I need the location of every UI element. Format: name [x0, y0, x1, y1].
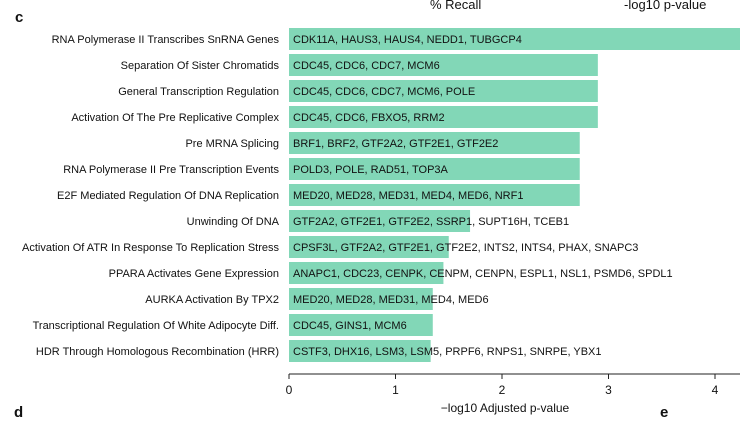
category-label: AURKA Activation By TPX2 [145, 294, 279, 306]
bar [289, 132, 580, 154]
gene-list-label: MED20, MED28, MED31, MED4, MED6, NRF1 [293, 190, 523, 202]
category-label: RNA Polymerase II Pre Transcription Even… [63, 164, 279, 176]
gene-list-label: POLD3, POLE, RAD51, TOP3A [293, 164, 449, 176]
gene-list-label: CDC45, CDC6, CDC7, MCM6 [293, 60, 440, 72]
gene-list-label: CDC45, GINS1, MCM6 [293, 320, 407, 332]
gene-list-label: BRF1, BRF2, GTF2A2, GTF2E1, GTF2E2 [293, 138, 498, 150]
bar [289, 158, 580, 180]
panel-letter-e: e [660, 404, 669, 421]
bar [289, 288, 433, 310]
gene-list-label: GTF2A2, GTF2E1, GTF2E2, SSRP1, SUPT16H, … [293, 216, 569, 228]
x-tick-label: 2 [499, 383, 506, 397]
category-label: General Transcription Regulation [118, 86, 279, 98]
bar [289, 80, 598, 102]
panel-letter-c: c [15, 9, 24, 26]
category-label: Activation Of ATR In Response To Replica… [22, 242, 279, 254]
gene-list-label: ANAPC1, CDC23, CENPK, CENPM, CENPN, ESPL… [293, 268, 673, 280]
category-label: E2F Mediated Regulation Of DNA Replicati… [57, 190, 279, 202]
x-tick-label: 3 [605, 383, 612, 397]
gene-list-label: CPSF3L, GTF2A2, GTF2E1, GTF2E2, INTS2, I… [293, 242, 638, 254]
gene-list-label: CSTF3, DHX16, LSM3, LSM5, PRPF6, RNPS1, … [293, 346, 602, 358]
category-label: Pre MRNA Splicing [185, 138, 279, 150]
category-label: Activation Of The Pre Replicative Comple… [71, 112, 279, 124]
bar [289, 210, 471, 232]
category-label: RNA Polymerase II Transcribes SnRNA Gene… [52, 34, 280, 46]
x-tick-label: 1 [392, 383, 399, 397]
panel-letter-d: d [14, 404, 24, 421]
x-tick-label: 4 [712, 383, 719, 397]
gene-list-label: CDC45, CDC6, FBXO5, RRM2 [293, 112, 445, 124]
gene-list-label: CDK11A, HAUS3, HAUS4, NEDD1, TUBGCP4 [293, 34, 522, 46]
bar [289, 54, 598, 76]
category-label: Unwinding Of DNA [187, 216, 280, 228]
bar [289, 314, 433, 336]
pvalue-header: -log10 p-value [624, 0, 707, 12]
bar [289, 340, 431, 362]
bar [289, 236, 449, 258]
bar [289, 184, 580, 206]
bar [289, 28, 740, 50]
gene-list-label: CDC45, CDC6, CDC7, MCM6, POLE [293, 86, 475, 98]
category-label: PPARA Activates Gene Expression [109, 268, 279, 280]
x-tick-label: 0 [286, 383, 293, 397]
category-label: HDR Through Homologous Recombination (HR… [36, 346, 279, 358]
bar [289, 262, 444, 284]
category-label: Separation Of Sister Chromatids [121, 60, 280, 72]
category-label: Transcriptional Regulation Of White Adip… [33, 320, 279, 332]
recall-header: % Recall [430, 0, 482, 12]
bar [289, 106, 598, 128]
x-axis-title: −log10 Adjusted p-value [441, 401, 570, 415]
gene-list-label: MED20, MED28, MED31, MED4, MED6 [293, 294, 489, 306]
